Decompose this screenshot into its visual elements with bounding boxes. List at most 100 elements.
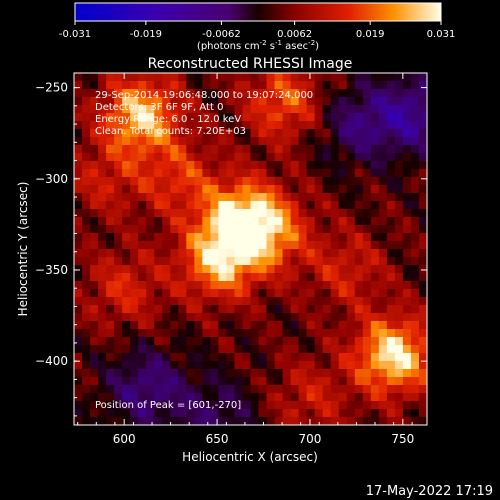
heatmap-cell [186,97,195,106]
heatmap-cell [418,385,427,394]
heatmap-cell [298,321,308,330]
heatmap-cell [362,169,372,178]
heatmap-cell [122,201,131,210]
heatmap-cell [106,209,115,218]
heatmap-cell [418,273,427,282]
heatmap-cell [122,145,131,154]
heatmap-cell [290,169,300,178]
heatmap-cell [130,153,139,162]
heatmap-cell [370,393,380,402]
heatmap-cell [378,241,388,250]
heatmap-cell [338,313,348,322]
x-tick-label: 750 [391,432,414,446]
heatmap-cell [122,89,131,98]
heatmap-cell [114,297,123,306]
heatmap-cell [370,241,380,250]
heatmap-cell [402,337,412,346]
heatmap-cell [178,185,187,194]
heatmap-cell [178,417,187,425]
x-tick-label: 600 [113,432,136,446]
heatmap-cell [202,129,211,138]
heatmap-cell [242,313,251,322]
heatmap-cell [178,297,187,306]
heatmap-cell [362,145,372,154]
heatmap-cell [378,313,388,322]
heatmap-cell [146,81,155,90]
heatmap-cell [306,385,316,394]
heatmap-cell [386,97,396,106]
heatmap-cell [210,193,219,202]
heatmap-cell [122,137,131,146]
heatmap-cell [330,257,340,266]
heatmap-cell [138,273,147,282]
heatmap-cell [378,281,388,290]
heatmap-cell [202,321,211,330]
heatmap-cell [266,289,276,298]
heatmap-cell [154,417,163,425]
heatmap-cell [386,409,396,418]
heatmap-cell [346,89,356,98]
heatmap-cell [170,337,179,346]
heatmap-cell [178,353,187,362]
heatmap-cell [386,249,396,258]
heatmap-cell [354,249,364,258]
heatmap-cell [346,225,356,234]
heatmap-cell [194,369,203,378]
heatmap-cell [306,129,316,138]
heatmap-cell [82,113,91,122]
heatmap-cell [138,345,147,354]
heatmap-cell [146,233,155,242]
colorbar-ticks: -0.031 -0.019 -0.0062 0.0062 0.019 0.031 [59,21,455,40]
heatmap-cell [138,281,147,290]
heatmap-cell [354,361,364,370]
heatmap-cell [274,361,284,370]
heatmap-cell [186,177,195,186]
heatmap-cell [162,121,171,130]
heatmap-cell [250,185,260,194]
heatmap-cell [322,305,332,314]
heatmap-cell [226,233,235,242]
heatmap-cell [218,385,227,394]
heatmap-cell [274,97,284,106]
heatmap-cell [122,81,131,90]
heatmap-cell [338,153,348,162]
heatmap-cell [210,129,219,138]
heatmap-cell [386,81,396,90]
heatmap-cell [418,305,427,314]
heatmap-cell [338,201,348,210]
heatmap-cell [322,161,332,170]
heatmap-cell [274,297,284,306]
heatmap-cell [266,185,276,194]
heatmap-cell [186,417,195,425]
heatmap-cell [250,353,260,362]
heatmap-cell [154,249,163,258]
heatmap-cell [242,321,251,330]
heatmap-cell [74,401,83,410]
heatmap-cell [362,273,372,282]
heatmap-cell [402,209,412,218]
heatmap-cell [386,401,396,410]
heatmap-cell [178,337,187,346]
heatmap-cell [394,289,404,298]
heatmap-cell [154,257,163,266]
heatmap-cell [370,385,380,394]
plot-frame [73,72,428,426]
heatmap-cell [106,337,115,346]
heatmap-cell [234,297,243,306]
heatmap-cell [154,137,163,146]
heatmap-cell [410,353,420,362]
heatmap-cell [202,193,211,202]
heatmap-cell [258,241,268,250]
heatmap-cell [162,185,171,194]
heatmap-cell [306,113,316,122]
heatmap-cell [90,233,99,242]
heatmap-cell [178,305,187,314]
heatmap-cell [362,377,372,386]
heatmap-cell [370,265,380,274]
heatmap-cell [266,225,276,234]
heatmap-cell [362,241,372,250]
heatmap-cell [98,129,107,138]
heatmap-cell [98,105,107,114]
heatmap-cell [346,289,356,298]
heatmap-cell [242,329,251,338]
